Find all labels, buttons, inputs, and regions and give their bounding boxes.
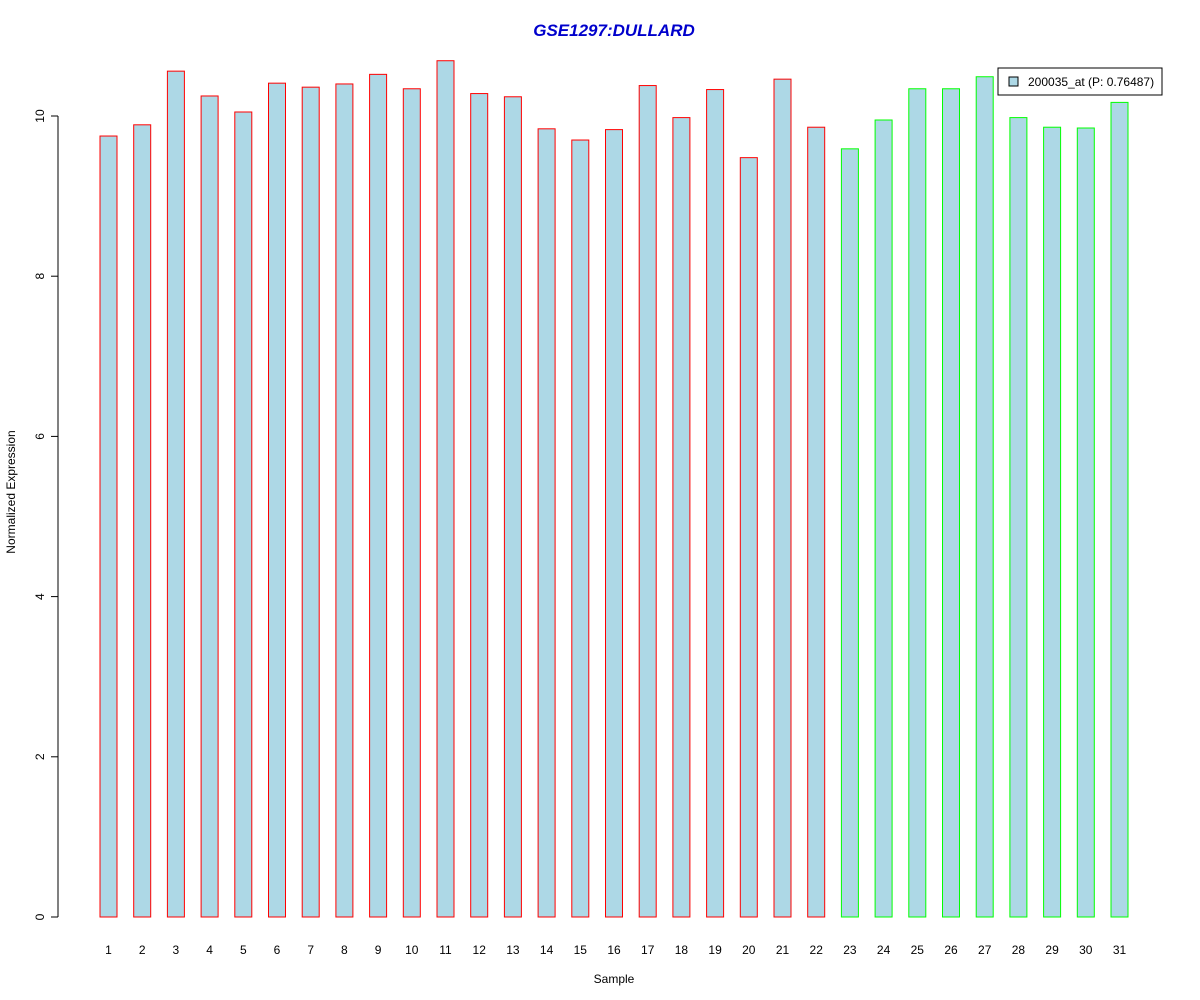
bar-18 xyxy=(672,117,691,918)
x-tick-label: 3 xyxy=(173,943,180,957)
bar-27 xyxy=(975,76,994,918)
x-tick-label: 6 xyxy=(274,943,281,957)
y-axis-label: Normalized Expression xyxy=(4,430,18,553)
bar-10 xyxy=(402,88,421,918)
bar-2 xyxy=(133,124,152,918)
bar-3 xyxy=(166,70,185,918)
bar-16 xyxy=(605,129,623,918)
y-tick-label: 8 xyxy=(33,273,47,280)
bars xyxy=(99,60,1129,918)
x-tick-label: 19 xyxy=(708,943,722,957)
chart-title: GSE1297:DULLARD xyxy=(533,21,695,40)
bar-4 xyxy=(200,95,219,918)
x-tick-label: 17 xyxy=(641,943,655,957)
x-tick-label: 25 xyxy=(911,943,925,957)
legend-box xyxy=(997,67,1163,96)
bar-6 xyxy=(268,82,286,918)
bar-8 xyxy=(335,83,354,918)
x-tick-label: 21 xyxy=(776,943,790,957)
x-tick-label: 12 xyxy=(473,943,487,957)
bar-14 xyxy=(537,128,556,918)
bar-31 xyxy=(1110,101,1129,918)
x-tick-label: 23 xyxy=(843,943,857,957)
y-tick-label: 0 xyxy=(33,913,47,920)
legend-swatch xyxy=(1008,76,1019,87)
x-tick-label: 13 xyxy=(506,943,520,957)
x-tick-label: 28 xyxy=(1012,943,1026,957)
bar-24 xyxy=(874,119,893,918)
x-tick-label: 20 xyxy=(742,943,756,957)
x-tick-label: 8 xyxy=(341,943,348,957)
x-tick-label: 7 xyxy=(307,943,314,957)
x-tick-label: 15 xyxy=(574,943,588,957)
bar-12 xyxy=(470,93,489,918)
x-tick-label: 26 xyxy=(944,943,958,957)
x-tick-label: 31 xyxy=(1113,943,1127,957)
bar-19 xyxy=(706,89,725,918)
x-tick-label: 10 xyxy=(405,943,419,957)
y-tick-label: 10 xyxy=(33,109,47,123)
bar-1 xyxy=(99,135,118,918)
x-axis-label: Sample xyxy=(594,972,635,986)
x-tick-label: 2 xyxy=(139,943,146,957)
x-axis-tick-labels: 1 2 3 4 5 6 7 8 9 10 11 12 13 14 15 16 17 18 19 20 21 22 23 24 2… xyxy=(105,943,1126,957)
bar-20 xyxy=(739,157,758,918)
x-tick-label: 29 xyxy=(1045,943,1059,957)
bar-25 xyxy=(908,88,927,918)
x-tick-label: 9 xyxy=(375,943,382,957)
bar-7 xyxy=(301,86,320,918)
y-axis: 0 2 4 6 8 10 xyxy=(33,109,59,920)
bar-17 xyxy=(638,85,657,918)
y-tick-label: 6 xyxy=(33,433,47,440)
x-tick-label: 1 xyxy=(105,943,112,957)
legend: 200035_at (P: 0.76487) xyxy=(997,67,1163,96)
x-tick-label: 16 xyxy=(607,943,621,957)
x-tick-label: 27 xyxy=(978,943,992,957)
bar-9 xyxy=(369,73,388,918)
bar-30 xyxy=(1076,127,1095,918)
x-tick-label: 5 xyxy=(240,943,247,957)
bar-23 xyxy=(840,148,859,918)
legend-label: 200035_at (P: 0.76487) xyxy=(1028,75,1154,89)
x-tick-label: 18 xyxy=(675,943,689,957)
bar-15 xyxy=(571,139,590,918)
y-tick-label: 4 xyxy=(33,593,47,600)
x-tick-label: 30 xyxy=(1079,943,1093,957)
bar-26 xyxy=(942,88,960,918)
x-tick-label: 22 xyxy=(810,943,824,957)
bar-11 xyxy=(436,60,455,918)
y-tick-label: 2 xyxy=(33,753,47,760)
bar-29 xyxy=(1043,126,1062,918)
bar-21 xyxy=(773,78,792,918)
x-tick-label: 4 xyxy=(206,943,213,957)
bar-28 xyxy=(1009,117,1028,918)
x-tick-label: 24 xyxy=(877,943,891,957)
bar-13 xyxy=(503,96,522,918)
bar-22 xyxy=(807,126,826,918)
bar-5 xyxy=(234,111,253,918)
x-tick-label: 11 xyxy=(439,943,452,957)
x-tick-label: 14 xyxy=(540,943,554,957)
